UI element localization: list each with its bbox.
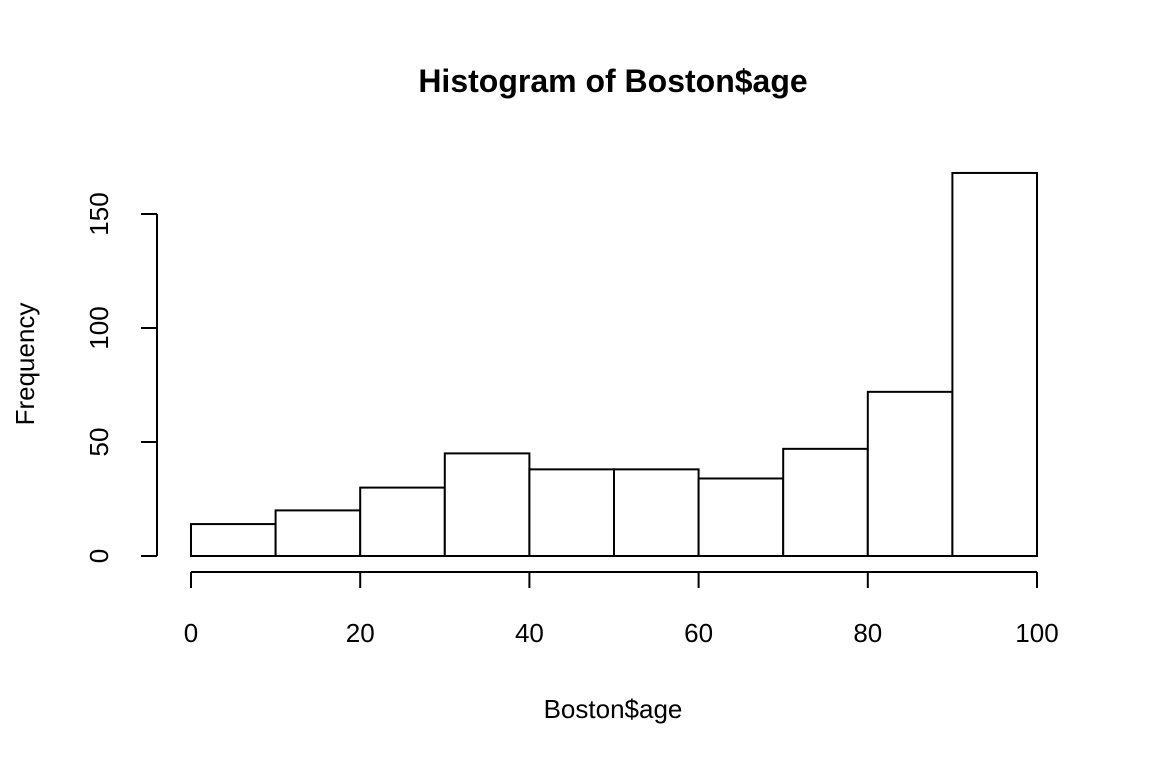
y-tick-label: 150 — [84, 192, 114, 235]
histogram-bar — [443, 452, 531, 557]
y-axis-label: Frequency — [10, 303, 40, 426]
histogram-bar — [613, 468, 700, 557]
histogram-bar — [528, 468, 616, 557]
y-axis: 0 50 100 150 — [84, 192, 158, 563]
histogram-bar — [866, 390, 954, 557]
x-axis-label: Boston$age — [544, 694, 683, 724]
x-tick-label: 80 — [853, 618, 882, 648]
y-tick-label: 100 — [84, 306, 114, 349]
bars-group — [190, 171, 1039, 558]
histogram-bar — [190, 523, 277, 558]
histogram-bar — [274, 509, 362, 557]
chart-title: Histogram of Boston$age — [418, 63, 807, 99]
x-tick-label: 20 — [346, 618, 375, 648]
x-axis: 0 20 40 60 80 100 — [184, 571, 1059, 648]
x-tick-label: 60 — [684, 618, 713, 648]
histogram-bar — [359, 486, 446, 558]
histogram-bar — [782, 447, 869, 557]
x-tick-label: 100 — [1015, 618, 1058, 648]
y-tick-label: 50 — [84, 428, 114, 457]
y-tick-label: 0 — [84, 549, 114, 563]
x-tick-label: 0 — [184, 618, 198, 648]
histogram-bar — [697, 477, 785, 558]
x-tick-label: 40 — [515, 618, 544, 648]
histogram-bar — [951, 171, 1039, 558]
